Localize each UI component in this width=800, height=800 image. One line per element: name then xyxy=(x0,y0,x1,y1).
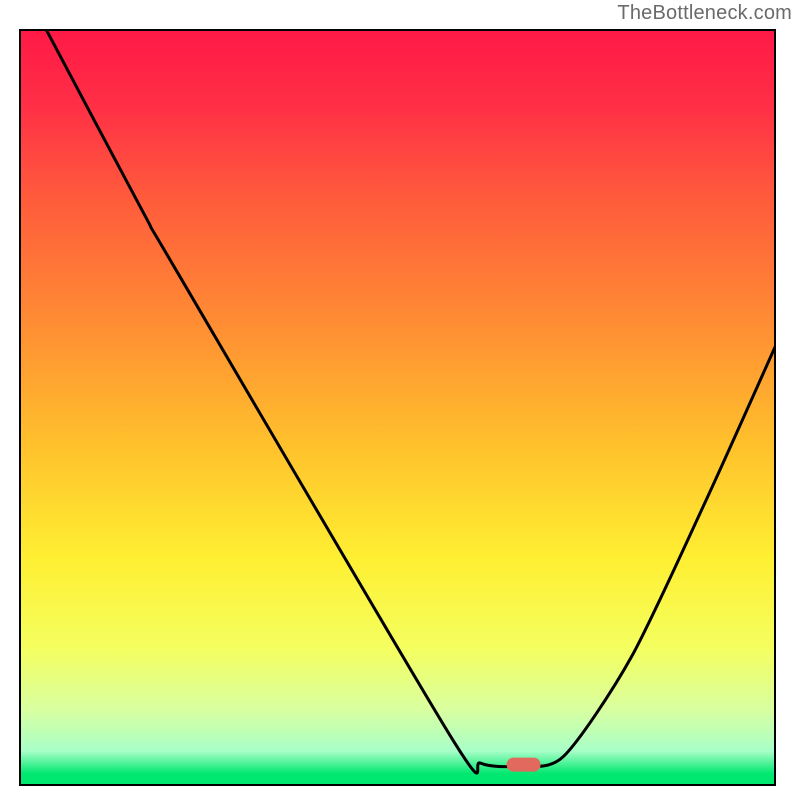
gradient-background xyxy=(20,30,775,785)
chart-svg xyxy=(0,0,800,800)
watermark-text: TheBottleneck.com xyxy=(617,2,792,25)
optimum-marker xyxy=(507,758,541,772)
chart-canvas: TheBottleneck.com xyxy=(0,0,800,800)
